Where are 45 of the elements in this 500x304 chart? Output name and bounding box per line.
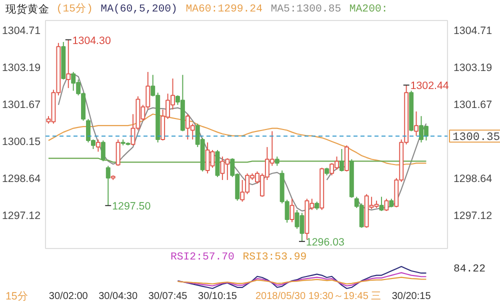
- y-tick-label: 1301.67: [2, 98, 41, 111]
- candlestick: [96, 139, 100, 152]
- chart-title: 现货黄金: [6, 2, 50, 16]
- candlestick: [379, 196, 384, 212]
- series-label: RSI3:53.99: [242, 252, 307, 264]
- candlestick: [100, 140, 106, 162]
- text: 84.22: [454, 264, 486, 276]
- candlestick: [384, 198, 389, 212]
- series-label: RSI2:57.70: [170, 252, 234, 264]
- y2-tick-label: 1303.19: [454, 62, 492, 74]
- x-tick-label: 30/02:00: [48, 291, 88, 302]
- text: 2018/05/30 19:30～19:45 三: [256, 291, 382, 302]
- x-tick-label: 30/04:30: [98, 291, 138, 302]
- text: 15分: [6, 290, 28, 302]
- y-tick-label: 1298.64: [2, 172, 41, 185]
- text: MA60:1299.24: [186, 4, 262, 16]
- y-tick-label: 1300.15: [2, 136, 41, 148]
- candlestick: [290, 198, 294, 223]
- candlestick: [106, 165, 110, 206]
- y-tick-label: 1304.71: [2, 24, 41, 37]
- candlestick: [339, 148, 344, 172]
- x-tick-label: 30/10:15: [198, 291, 238, 302]
- y2-tick-label: 1298.64: [454, 172, 492, 185]
- x-tick-label: 30/20:15: [392, 291, 432, 302]
- text: MA200:: [349, 4, 388, 16]
- annotation: 1297.50: [112, 200, 151, 213]
- candlestick: [215, 149, 220, 178]
- candlestick: [344, 144, 349, 172]
- y-tick-label: 1303.19: [2, 62, 41, 74]
- y2-tick-label: 1297.12: [454, 210, 492, 222]
- text: MA(60,5,200): [100, 4, 178, 16]
- x-tick-label: 30/07:45: [148, 291, 188, 302]
- annotation: 1302.44: [410, 80, 449, 92]
- y2-tick-label: 1301.67: [454, 98, 492, 111]
- text: MA5:1300.85: [270, 4, 342, 16]
- candlestick: [66, 39, 71, 89]
- chart-subtitle: (15分): [56, 2, 93, 16]
- candlestick: [116, 139, 120, 166]
- y-tick-label: 1297.12: [2, 210, 41, 222]
- y2-tick-label: 1304.71: [454, 24, 492, 37]
- candlestick: [414, 110, 419, 136]
- ref-line-label: 1300.35: [452, 132, 500, 144]
- annotation: 1304.30: [72, 34, 111, 47]
- candlestick: [274, 156, 280, 166]
- annotation: 1296.03: [306, 236, 345, 248]
